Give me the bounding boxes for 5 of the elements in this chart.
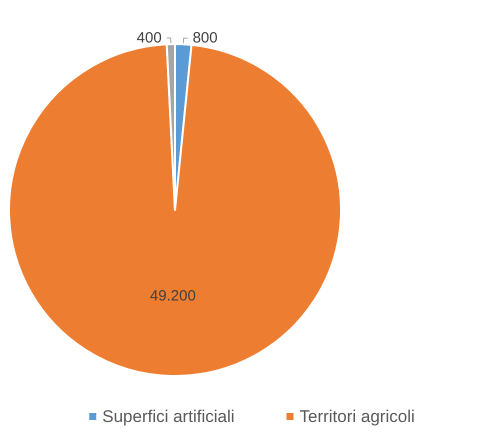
legend-label: Territori agricoli [300,407,415,426]
data-label: 400 [136,30,162,47]
data-label: 800 [192,30,218,47]
data-label: 49.200 [150,287,196,304]
legend-label: Superfici artificiali [102,407,235,426]
